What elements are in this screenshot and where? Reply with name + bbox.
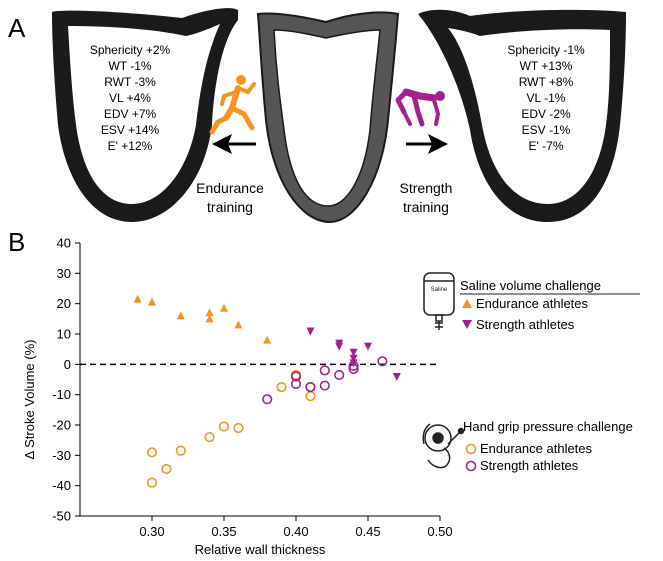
data-point-circle: [233, 422, 244, 434]
baseline-heart-outline: [256, 11, 400, 224]
data-point-circle: [348, 363, 359, 374]
data-point-circle: [290, 371, 302, 382]
x-tick-label: 0.30: [139, 524, 164, 539]
strength-stat: E' -7%: [529, 139, 564, 153]
strength-stats: Sphericity -1% WT +13% RWT +8% VL -1% ED…: [507, 43, 585, 153]
saline-bag-label: Saline: [431, 287, 448, 293]
handgrip-legend-endurance: Endurance athletes: [480, 441, 593, 456]
data-point-circle: [175, 445, 186, 456]
legend-marker-triangle-down: [462, 320, 472, 329]
strength-caption-line1: Strength: [400, 180, 453, 196]
saline-legend-strength: Strength athletes: [476, 317, 575, 332]
data-point-circle: [146, 447, 158, 458]
training-captions: Endurance training Strength training: [196, 180, 452, 215]
data-point-triangle-down: [335, 342, 344, 351]
panel-b-label: B: [8, 227, 25, 257]
legend-marker-circle-orange: [465, 443, 477, 455]
data-point-triangle-up: [263, 335, 272, 344]
x-tick-label: 0.40: [283, 524, 308, 539]
y-tick-label: 20: [57, 296, 71, 311]
data-point-circle: [334, 369, 345, 381]
data-point-circle: [204, 432, 215, 443]
data-point-triangle-up: [176, 311, 185, 320]
data-point-triangle-down: [392, 372, 401, 381]
y-tick-label: 0: [64, 357, 71, 372]
y-tick-label: 30: [57, 266, 71, 281]
endurance-stat: E' +12%: [108, 139, 153, 153]
endurance-caption-line2: training: [207, 199, 253, 215]
endurance-stat: VL +4%: [109, 91, 151, 105]
data-point-triangle-down: [349, 348, 358, 357]
y-tick-label: -50: [52, 509, 71, 524]
data-point-triangle-up: [234, 320, 243, 329]
endurance-stat: Sphericity +2%: [90, 43, 171, 57]
x-tick-label: 0.35: [211, 524, 236, 539]
arrow-right-icon: [406, 134, 448, 154]
y-axis-label: Δ Stroke Volume (%): [22, 340, 37, 460]
data-point-circle: [348, 360, 359, 371]
data-point-triangle-up: [133, 294, 142, 303]
strength-stat: RWT +8%: [519, 75, 574, 89]
strength-stat: EDV -2%: [521, 107, 571, 121]
hand-grip-icon: [422, 423, 465, 469]
strength-heart-outline: [418, 9, 626, 222]
sprinter-start-icon: [395, 88, 445, 127]
saline-legend-endurance: Endurance athletes: [476, 296, 589, 311]
data-point-triangle-up: [148, 297, 156, 306]
y-tick-label: 40: [57, 236, 71, 251]
saline-legend: Saline volume challenge Endurance athlet…: [460, 278, 640, 332]
data-point-circle: [146, 477, 158, 488]
data-point-circle: [290, 378, 302, 390]
y-tick-label: -20: [52, 418, 71, 433]
strength-caption-line2: training: [403, 199, 449, 215]
data-point-circle: [276, 381, 287, 393]
handgrip-legend-title: Hand grip pressure challenge: [463, 419, 633, 434]
x-tick-label: 0.50: [427, 524, 452, 539]
data-point-circle: [305, 391, 316, 402]
legend-marker-circle-purple: [465, 460, 477, 472]
data-point-circle: [305, 381, 316, 393]
legend-marker-triangle-up: [462, 299, 472, 308]
data-point-triangle-down: [306, 327, 315, 336]
data-point-triangle-up: [205, 308, 214, 317]
panel-a-label: A: [8, 13, 26, 43]
strength-stat: VL -1%: [527, 91, 566, 105]
data-point-circle: [218, 421, 230, 432]
x-tick-label: 0.45: [355, 524, 380, 539]
endurance-caption-line1: Endurance: [196, 180, 264, 196]
runner-icon: [209, 75, 256, 135]
y-tick-label: -10: [52, 387, 71, 402]
data-point-circle: [319, 380, 330, 391]
data-point-circle: [319, 365, 330, 376]
endurance-stat: ESV +14%: [101, 123, 160, 137]
data-point-circle: [377, 356, 388, 367]
endurance-stats: Sphericity +2% WT -1% RWT -3% VL +4% EDV…: [90, 43, 171, 153]
saline-bag-icon: [423, 272, 455, 330]
strength-stat: Sphericity -1%: [507, 43, 585, 57]
strength-stat: WT +13%: [520, 59, 573, 73]
y-tick-label: -40: [52, 478, 71, 493]
endurance-stat: RWT -3%: [104, 75, 156, 89]
data-point-triangle-down: [349, 354, 358, 363]
endurance-stat: WT -1%: [108, 59, 151, 73]
handgrip-legend: Hand grip pressure challenge Endurance a…: [463, 419, 633, 473]
handgrip-legend-strength: Strength athletes: [480, 458, 579, 473]
arrow-left-icon: [212, 134, 256, 154]
endurance-heart-outline: [52, 8, 238, 222]
data-point-triangle-up: [220, 303, 228, 312]
data-point-circle: [161, 463, 172, 475]
scatter-plot: 40 30 20 10 0 -10 -20 -30 -40 -50 0.30 0.35 0.40 0.45…: [22, 236, 453, 558]
endurance-stat: EDV +7%: [104, 107, 157, 121]
y-tick-label: -30: [52, 448, 71, 463]
y-tick-label: 10: [57, 327, 71, 342]
saline-legend-title: Saline volume challenge: [460, 278, 601, 293]
data-point-triangle-down: [364, 342, 372, 351]
x-axis-label: Relative wall thickness: [195, 542, 326, 557]
strength-stat: ESV -1%: [522, 123, 571, 137]
data-point-circle: [262, 394, 273, 405]
data-point-triangle-up: [205, 314, 214, 323]
